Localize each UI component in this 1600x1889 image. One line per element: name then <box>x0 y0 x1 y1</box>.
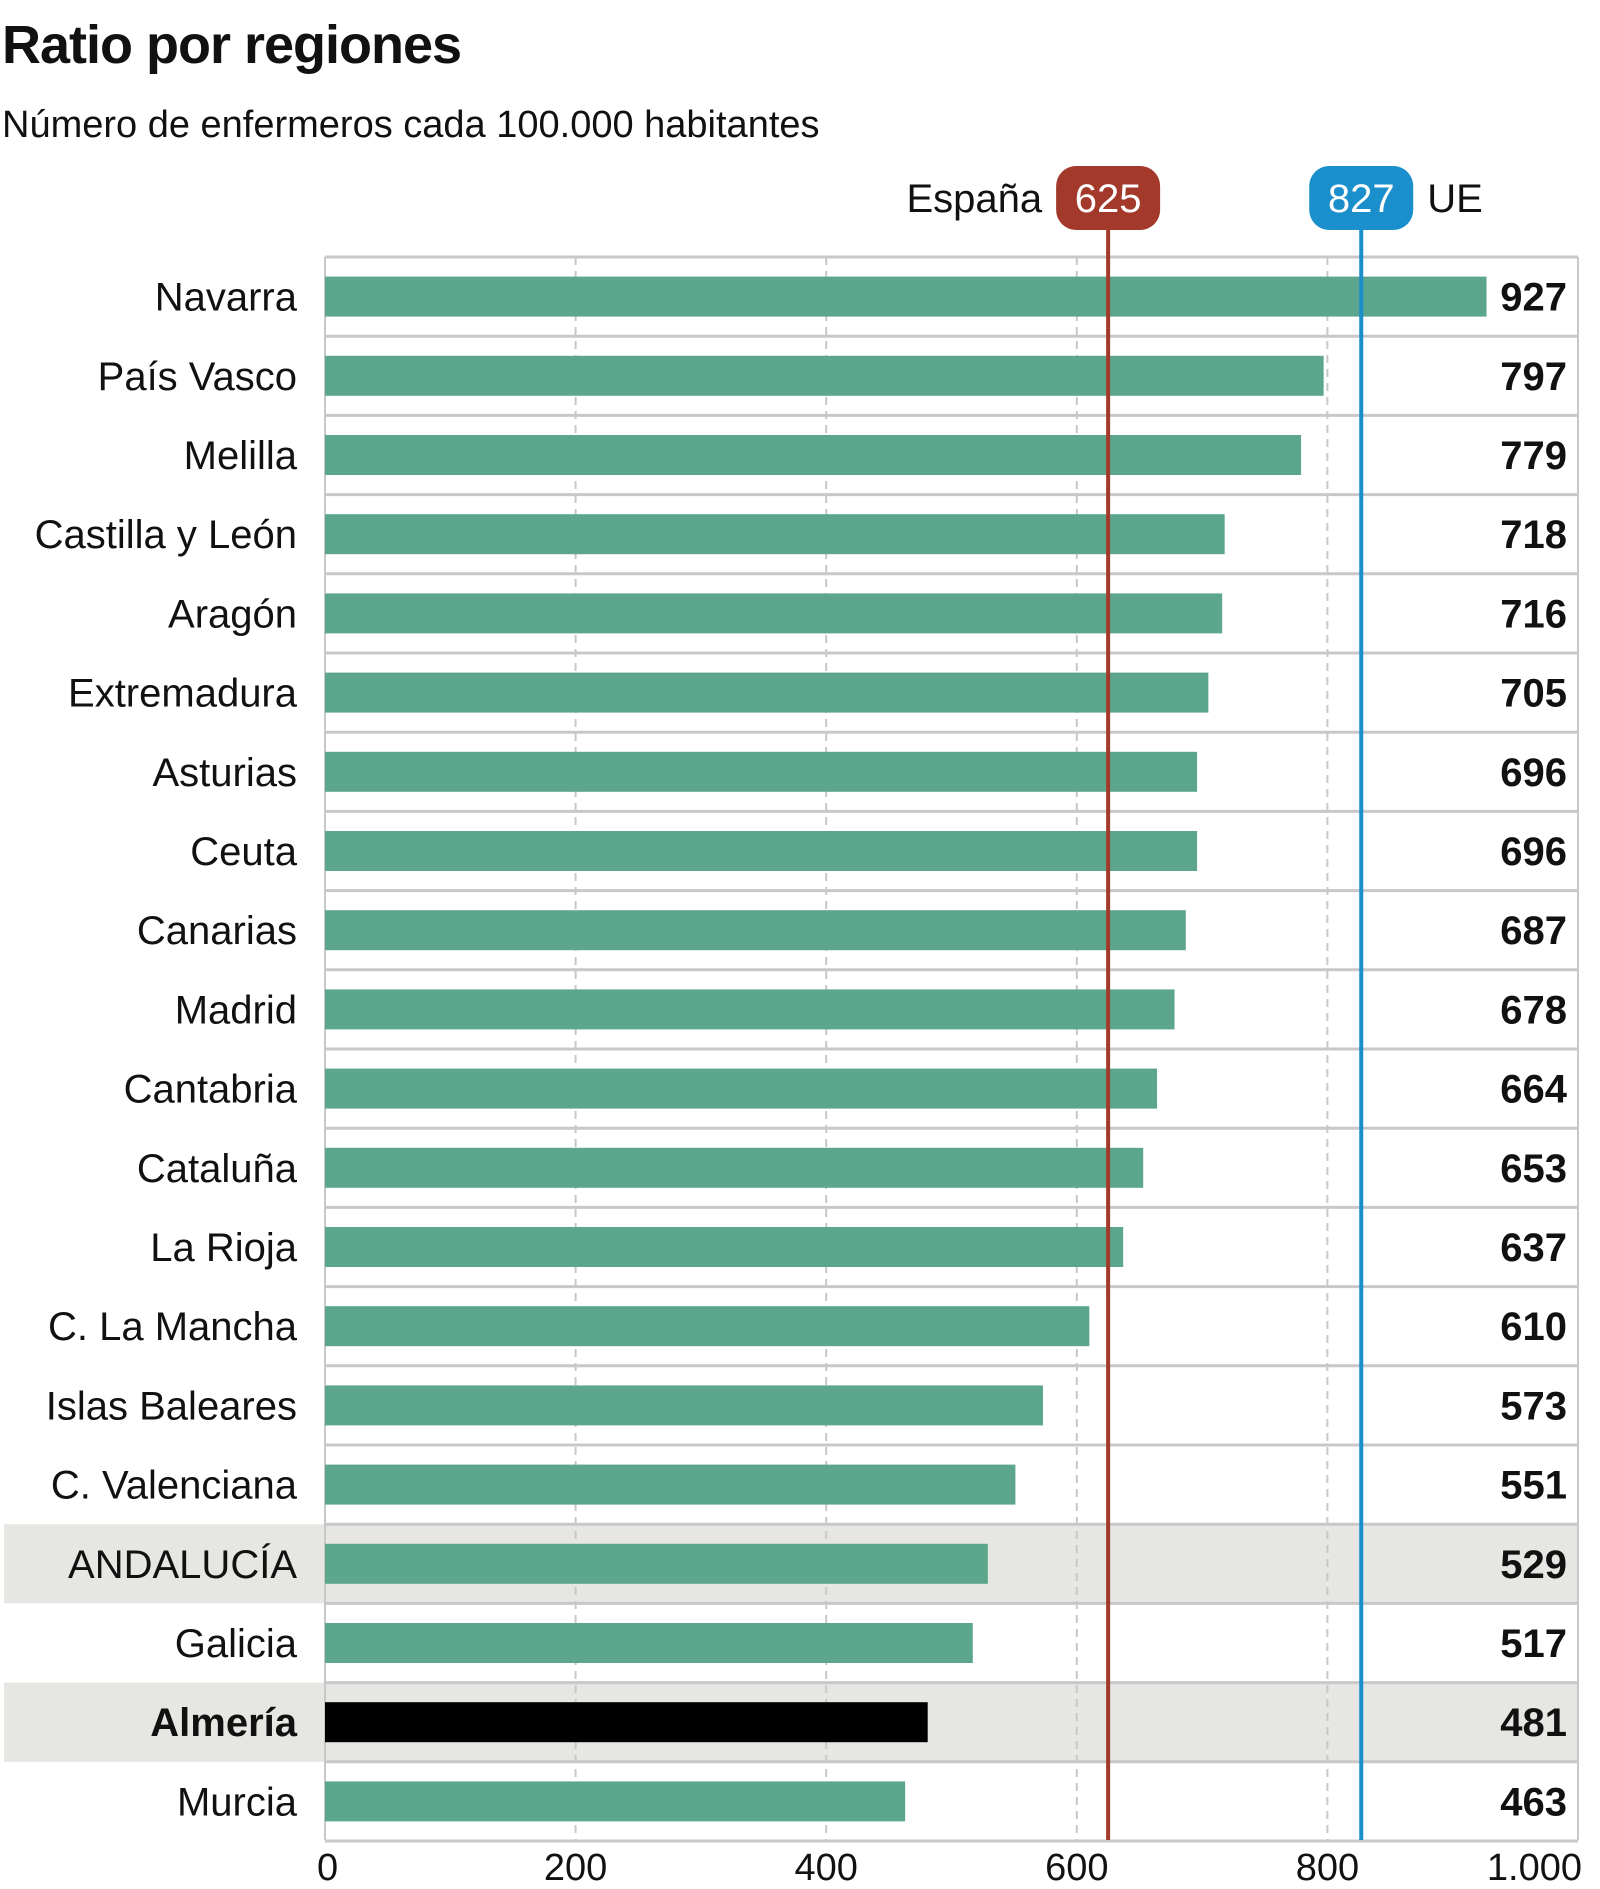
reference-badge <box>1309 166 1414 230</box>
category-label: Ceuta <box>190 830 297 874</box>
bar <box>325 1702 928 1743</box>
category-label: ANDALUCÍA <box>68 1542 297 1587</box>
value-label: 678 <box>1500 988 1567 1032</box>
value-label: 696 <box>1500 830 1567 874</box>
reference-value: 625 <box>1075 177 1142 221</box>
bar <box>325 435 1302 475</box>
category-label: Cantabria <box>124 1068 298 1112</box>
x-tick-label: 200 <box>544 1847 607 1889</box>
bar <box>325 1464 1016 1505</box>
chart-subtitle: Número de enfermeros cada 100.000 habita… <box>2 104 820 146</box>
value-label: 718 <box>1500 513 1567 557</box>
value-label: 573 <box>1500 1384 1567 1428</box>
value-label: 797 <box>1500 355 1567 399</box>
bar <box>325 593 1223 634</box>
bar <box>325 1068 1157 1109</box>
category-label: C. Valenciana <box>51 1464 298 1508</box>
value-label: 551 <box>1500 1464 1567 1508</box>
bar <box>325 672 1209 713</box>
category-label: Navarra <box>155 276 298 320</box>
value-label: 927 <box>1500 276 1567 320</box>
value-label: 517 <box>1500 1622 1567 1666</box>
bar <box>325 514 1225 555</box>
category-label: Castilla y León <box>35 513 297 557</box>
category-label: Aragón <box>168 592 297 636</box>
bar <box>325 1781 906 1822</box>
chart-title: Ratio por regiones <box>2 15 462 75</box>
bar <box>325 1385 1043 1426</box>
value-label: 529 <box>1500 1543 1567 1587</box>
value-label: 463 <box>1500 1780 1567 1824</box>
category-label: Canarias <box>137 909 297 953</box>
value-label: 481 <box>1500 1701 1567 1745</box>
category-label: Murcia <box>177 1780 298 1824</box>
reference-label: España <box>906 177 1042 221</box>
bar <box>325 989 1175 1030</box>
x-tick-label: 1.000 <box>1487 1847 1582 1889</box>
value-label: 696 <box>1500 751 1567 795</box>
bar <box>325 1227 1124 1267</box>
x-tick-label: 0 <box>317 1847 338 1889</box>
x-tick-label: 400 <box>794 1847 857 1889</box>
value-label: 687 <box>1500 909 1567 953</box>
category-label: La Rioja <box>150 1226 298 1270</box>
bar <box>325 355 1324 396</box>
reference-label: UE <box>1427 177 1483 221</box>
value-label: 664 <box>1500 1068 1567 1112</box>
bar <box>325 1623 973 1663</box>
category-label: Cataluña <box>137 1147 298 1191</box>
value-label: 705 <box>1500 672 1567 716</box>
value-label: 653 <box>1500 1147 1567 1191</box>
category-label: Melilla <box>184 434 298 478</box>
category-label: País Vasco <box>98 355 297 399</box>
x-tick-label: 600 <box>1045 1847 1108 1889</box>
category-label: Madrid <box>175 988 297 1032</box>
value-label: 637 <box>1500 1226 1567 1270</box>
category-label: Islas Baleares <box>46 1384 297 1428</box>
reference-value: 827 <box>1328 177 1395 221</box>
category-label: Extremadura <box>68 672 298 716</box>
x-tick-label: 800 <box>1296 1847 1359 1889</box>
category-label: Galicia <box>175 1622 298 1666</box>
bar <box>325 1306 1090 1347</box>
bar <box>325 1543 988 1584</box>
bar <box>325 276 1487 317</box>
category-label: Almería <box>150 1701 297 1745</box>
category-label: C. La Mancha <box>48 1305 298 1349</box>
category-label: Asturias <box>153 751 298 795</box>
value-label: 610 <box>1500 1305 1567 1349</box>
bar <box>325 1147 1144 1188</box>
value-label: 779 <box>1500 434 1567 478</box>
bar <box>325 751 1198 792</box>
reference-badge <box>1056 166 1161 230</box>
bar <box>325 910 1186 951</box>
value-label: 716 <box>1500 592 1567 636</box>
bar <box>325 831 1198 871</box>
